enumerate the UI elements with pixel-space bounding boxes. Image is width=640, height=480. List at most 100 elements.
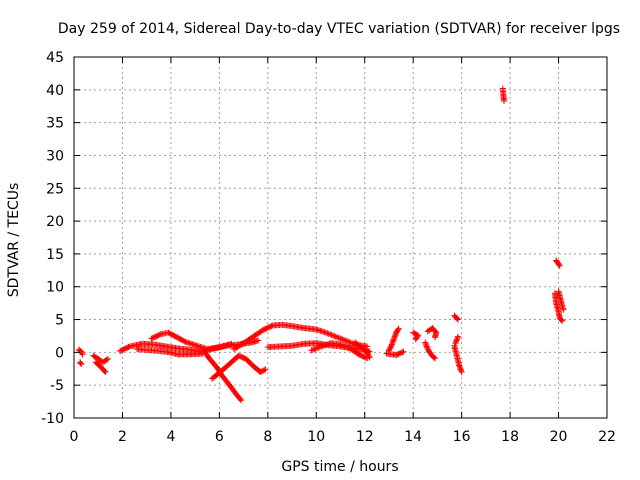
data-point (238, 397, 245, 404)
data-point (78, 350, 85, 357)
data-point (237, 396, 244, 403)
data-point (364, 349, 371, 356)
data-point (338, 342, 345, 349)
chart-title: Day 259 of 2014, Sidereal Day-to-day VTE… (58, 21, 620, 37)
x-tick-label: 18 (501, 429, 519, 445)
data-point (255, 337, 262, 344)
data-point (125, 344, 132, 351)
data-point (344, 344, 351, 351)
y-tick-label: 35 (46, 116, 64, 132)
y-tick-label: 5 (55, 313, 64, 329)
data-point (78, 361, 85, 368)
data-point (324, 330, 331, 337)
data-point (78, 348, 85, 355)
x-tick-label: 0 (70, 429, 79, 445)
data-point (102, 369, 109, 376)
data-point (458, 369, 465, 376)
data-point (343, 338, 350, 345)
x-tick-label: 10 (307, 429, 325, 445)
data-point (501, 97, 508, 104)
axis-ticks: 0 2 4 6 8 10 12 14 16 18 20 22 -10 -5 0 5 10 15 20 25 30 35 40… (41, 50, 616, 445)
data-point (325, 330, 332, 337)
data-point (322, 329, 329, 336)
data-point (455, 316, 462, 323)
data-points (75, 85, 567, 404)
data-point (261, 367, 268, 374)
data-point (364, 350, 371, 357)
y-tick-label: 10 (46, 280, 64, 296)
data-point (335, 334, 342, 341)
data-point (103, 356, 110, 363)
data-point (341, 343, 348, 350)
data-point (345, 344, 352, 351)
x-tick-label: 22 (598, 429, 616, 445)
y-tick-label: 15 (46, 247, 64, 263)
data-point (315, 344, 322, 351)
x-tick-label: 2 (118, 429, 127, 445)
data-point (395, 326, 402, 333)
x-tick-label: 12 (356, 429, 374, 445)
data-point (345, 338, 352, 345)
data-point (337, 341, 344, 348)
data-point (556, 262, 563, 269)
data-point (395, 325, 402, 332)
data-point (104, 355, 111, 362)
data-point (413, 335, 420, 342)
data-point (327, 331, 334, 338)
y-tick-label: 0 (55, 345, 64, 361)
data-point (560, 306, 567, 313)
data-point (79, 351, 86, 358)
x-tick-label: 4 (166, 429, 175, 445)
data-point (431, 355, 438, 362)
y-tick-label: 25 (46, 181, 64, 197)
data-point (312, 345, 319, 352)
x-tick-label: 16 (453, 429, 471, 445)
x-axis-label: GPS time / hours (281, 459, 398, 475)
data-point (452, 340, 459, 347)
data-point (431, 354, 438, 361)
data-point (365, 351, 372, 358)
y-tick-label: 30 (46, 148, 64, 164)
x-tick-label: 14 (404, 429, 422, 445)
data-point (412, 336, 419, 343)
data-point (365, 353, 372, 360)
data-point (342, 337, 349, 344)
data-point (336, 335, 343, 342)
y-tick-label: 45 (46, 50, 64, 66)
data-point (268, 323, 275, 330)
y-tick-label: 40 (46, 83, 64, 99)
data-point (309, 346, 316, 353)
plot-frame (73, 56, 608, 419)
data-point (101, 368, 108, 375)
data-point (399, 349, 406, 356)
data-point (308, 347, 315, 354)
x-tick-label: 20 (550, 429, 568, 445)
data-point (228, 340, 235, 347)
y-axis-label: SDTVAR / TECUs (6, 183, 22, 298)
data-point (338, 335, 345, 342)
data-point (329, 332, 336, 339)
data-point (157, 331, 164, 338)
y-tick-label: -5 (50, 378, 64, 394)
data-point (346, 339, 353, 346)
data-point (328, 331, 335, 338)
data-point (262, 366, 269, 373)
data-point (558, 316, 565, 323)
data-point (556, 261, 563, 268)
data-point (366, 354, 373, 361)
data-point (331, 333, 338, 340)
y-tick-label: 20 (46, 214, 64, 230)
data-point (332, 333, 339, 340)
data-point (400, 348, 407, 355)
data-point (77, 360, 84, 367)
data-point (340, 336, 347, 343)
data-point (431, 334, 438, 341)
data-point (313, 345, 320, 352)
data-point (316, 344, 323, 351)
x-tick-label: 6 (215, 429, 224, 445)
data-point (339, 336, 346, 343)
data-point (340, 342, 347, 349)
data-point (334, 334, 341, 341)
